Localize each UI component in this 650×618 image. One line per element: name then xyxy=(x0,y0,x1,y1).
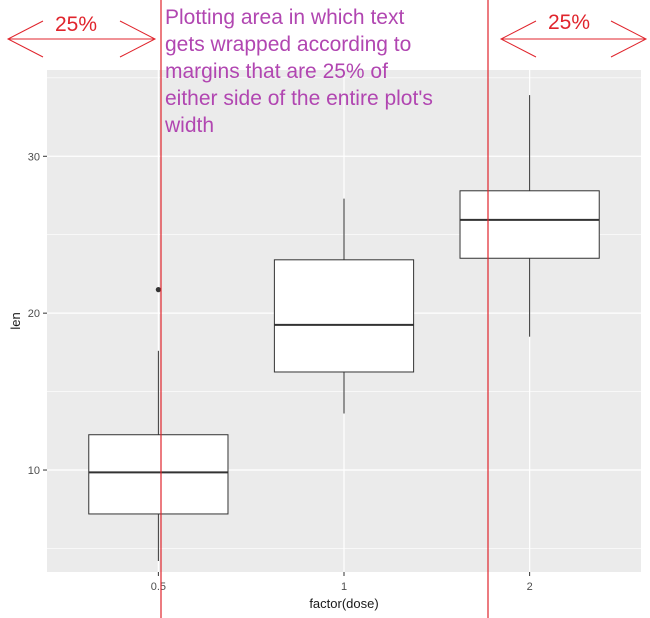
x-axis: 0.5 1 2 xyxy=(151,572,533,593)
y-tick-label: 30 xyxy=(28,151,40,163)
right-double-arrow xyxy=(499,20,648,58)
box-body xyxy=(273,259,415,373)
x-tick-label: 2 xyxy=(527,581,533,593)
note-line-3: margins that are 25% of xyxy=(165,60,388,83)
wrapped-note: Plotting area in which text gets wrapped… xyxy=(164,6,433,137)
x-tick-label: 1 xyxy=(341,581,347,593)
box-body xyxy=(459,190,600,259)
box-1 xyxy=(273,198,415,414)
note-line-5: width xyxy=(164,114,214,137)
note-line-1: Plotting area in which text xyxy=(165,6,404,29)
note-line-2: gets wrapped according to xyxy=(165,33,411,56)
y-axis: 10 20 30 xyxy=(28,151,47,477)
left-percent-label: 25% xyxy=(55,13,97,36)
right-percent-label: 25% xyxy=(548,11,590,34)
box-body xyxy=(88,434,229,515)
y-tick-label: 20 xyxy=(28,308,40,320)
box-2 xyxy=(459,95,600,337)
box-layer xyxy=(88,95,600,562)
y-axis-title: len xyxy=(8,312,23,329)
y-tick-label: 10 xyxy=(28,465,40,477)
x-axis-title: factor(dose) xyxy=(309,596,378,611)
note-line-4: either side of the entire plot's xyxy=(165,87,433,110)
box-0.5 xyxy=(88,287,229,562)
outlier-point xyxy=(155,287,161,293)
x-tick-label: 0.5 xyxy=(151,581,166,593)
left-double-arrow xyxy=(6,20,157,58)
